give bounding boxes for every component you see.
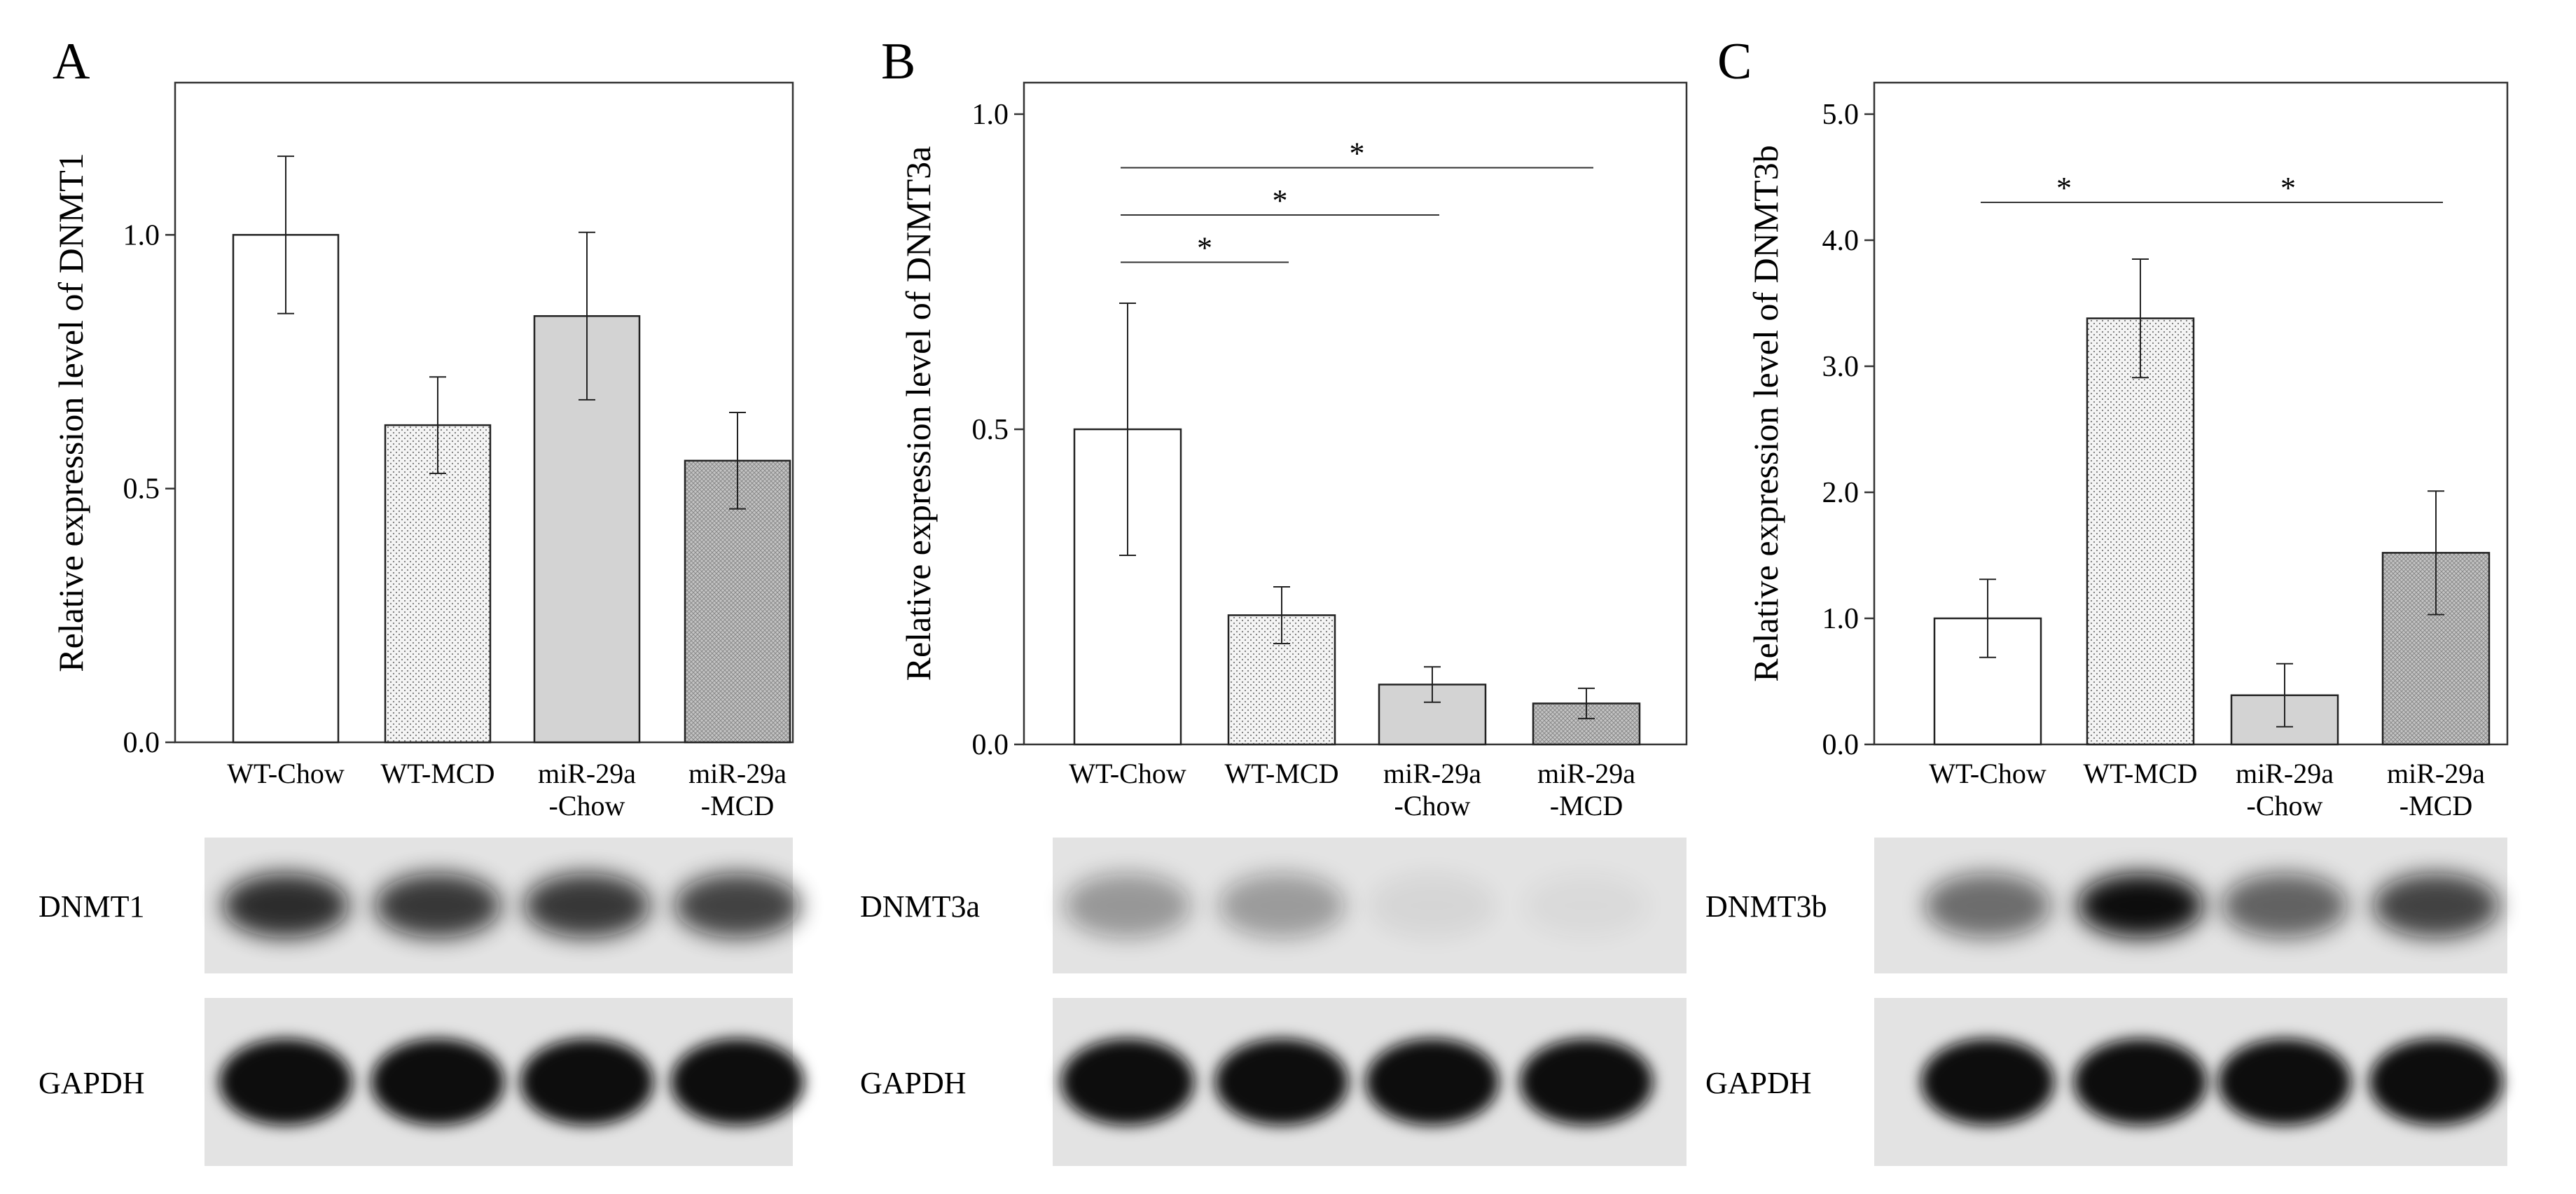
significance-star: *: [1350, 137, 1365, 171]
blot-label: DNMT3a: [860, 889, 980, 924]
bar: [232, 234, 340, 744]
blot-band: [2373, 873, 2499, 938]
blot-band: [2222, 873, 2348, 938]
category-label: WT-MCD: [381, 758, 495, 789]
significance-star: *: [1197, 231, 1212, 265]
blot-band: [1061, 1039, 1194, 1125]
y-tick-label: 2.0: [1822, 477, 1860, 509]
category-label: miR-29a: [1383, 758, 1481, 789]
category-label: miR-29a: [688, 758, 787, 789]
blot-band: [1925, 873, 2051, 938]
category-label: -MCD: [2400, 790, 2472, 821]
blot-band: [524, 873, 650, 938]
blot-band: [1520, 1039, 1653, 1125]
y-axis-title: Relative expression level of DNMT3a: [899, 146, 938, 681]
category-label: -Chow: [549, 790, 625, 821]
bar: [384, 424, 492, 744]
y-tick-label: 0.5: [123, 473, 160, 506]
y-tick-label: 1.0: [123, 219, 160, 251]
blot-band: [1369, 873, 1495, 938]
blot-band: [671, 1039, 804, 1125]
category-label: miR-29a: [538, 758, 636, 789]
blot-band: [2077, 873, 2203, 938]
panel-a: A 0.0 0.5 1.0 Relative expression level of D…: [39, 33, 804, 1166]
blot-band: [1065, 873, 1191, 938]
blot-label: DNMT3b: [1705, 889, 1827, 924]
blot-band: [520, 1039, 653, 1125]
category-label: -MCD: [701, 790, 774, 821]
panel-letter: C: [1717, 33, 1752, 90]
y-tick-label: 3.0: [1822, 351, 1860, 383]
y-tick-label: 4.0: [1822, 225, 1860, 257]
blot-band: [223, 873, 349, 938]
category-label: WT-MCD: [1225, 758, 1339, 789]
blot-strip-dnmt1: [205, 838, 801, 973]
y-tick-label: 1.0: [1822, 603, 1860, 635]
y-tick-label: 5.0: [1822, 99, 1860, 131]
category-label: miR-29a: [1537, 758, 1635, 789]
blot-strip-gapdh: [1874, 998, 2507, 1166]
category-label: WT-Chow: [227, 758, 345, 789]
y-tick-label: 1.0: [972, 99, 1009, 131]
blot-band: [375, 873, 501, 938]
blot-strip-gapdh: [1053, 998, 1687, 1166]
bar: [2086, 317, 2195, 746]
category-label: -Chow: [2247, 790, 2323, 821]
y-axis-title: Relative expression level of DNMT1: [51, 153, 90, 672]
blot-label: GAPDH: [39, 1066, 145, 1100]
blot-band: [1219, 873, 1345, 938]
significance-star: *: [2280, 171, 2296, 205]
blot-band: [1215, 1039, 1348, 1125]
y-tick-label: 0.0: [972, 729, 1009, 761]
blot-label: GAPDH: [1705, 1066, 1812, 1100]
blot-strip-gapdh: [205, 998, 804, 1166]
panel-b: B 0.0 0.5 1.0 Relative expression level of D…: [860, 33, 1688, 1166]
blot-label: GAPDH: [860, 1066, 967, 1100]
blot-band: [219, 1039, 352, 1125]
category-label: miR-29a: [2387, 758, 2485, 789]
blot-label: DNMT1: [39, 889, 145, 924]
blot-strip-dnmt3b: [1874, 838, 2507, 973]
blot-strip-dnmt3a: [1053, 838, 1687, 973]
category-label: -MCD: [1550, 790, 1623, 821]
panel-letter: A: [53, 33, 90, 90]
category-label: WT-Chow: [1929, 758, 2047, 789]
blot-band: [2369, 1039, 2502, 1125]
blot-band: [2074, 1039, 2207, 1125]
category-label: WT-Chow: [1069, 758, 1186, 789]
y-tick-label: 0.0: [123, 727, 160, 759]
plot-frame: [1023, 81, 1688, 746]
y-axis-title: Relative expression level of DNMT3b: [1746, 145, 1785, 681]
significance-star: *: [1273, 183, 1288, 218]
category-label: miR-29a: [2236, 758, 2334, 789]
category-label: WT-MCD: [2084, 758, 2198, 789]
blot-band: [371, 1039, 504, 1125]
y-tick-label: 0.5: [972, 414, 1009, 446]
blot-band: [2218, 1039, 2351, 1125]
panel-c: C 0.0 1.0 2.0 3.0 4.0 5.0 Relative expression l…: [1705, 33, 2509, 1166]
category-label: -Chow: [1394, 790, 1471, 821]
y-tick-label: 0.0: [1822, 729, 1860, 761]
blot-band: [1366, 1039, 1499, 1125]
blot-band: [674, 873, 801, 938]
blot-band: [1921, 1039, 2054, 1125]
blot-band: [1523, 873, 1649, 938]
panel-letter: B: [881, 33, 915, 90]
significance-star: *: [2056, 171, 2072, 205]
